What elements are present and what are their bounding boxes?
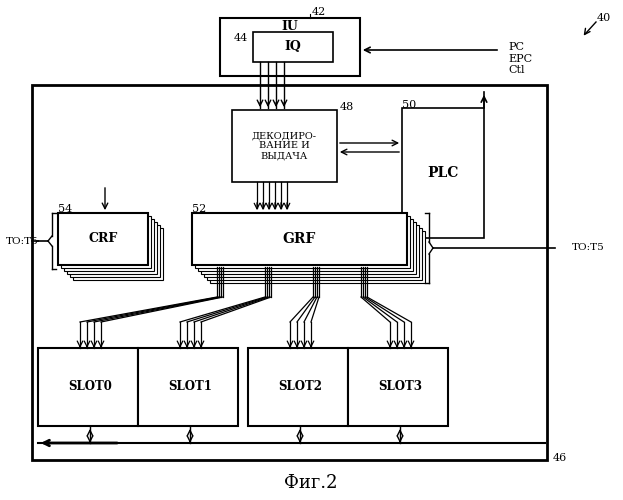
FancyBboxPatch shape xyxy=(220,18,360,76)
FancyBboxPatch shape xyxy=(204,225,419,277)
FancyBboxPatch shape xyxy=(64,219,154,271)
Text: 50: 50 xyxy=(402,100,416,110)
Text: 44: 44 xyxy=(234,33,248,43)
Text: PLC: PLC xyxy=(427,166,459,180)
Text: SLOT2: SLOT2 xyxy=(278,380,322,394)
Text: SLOT1: SLOT1 xyxy=(168,380,212,394)
FancyBboxPatch shape xyxy=(61,216,151,268)
Text: 46: 46 xyxy=(553,453,568,463)
FancyBboxPatch shape xyxy=(248,348,348,426)
Text: 48: 48 xyxy=(340,102,354,112)
FancyBboxPatch shape xyxy=(58,213,148,265)
Text: IU: IU xyxy=(282,20,298,32)
Text: SLOT3: SLOT3 xyxy=(378,380,422,394)
Text: 54: 54 xyxy=(58,204,72,214)
FancyBboxPatch shape xyxy=(402,108,484,238)
FancyBboxPatch shape xyxy=(32,85,547,460)
Text: 42: 42 xyxy=(312,7,326,17)
Text: SLOT0: SLOT0 xyxy=(68,380,112,394)
Text: IQ: IQ xyxy=(285,40,302,54)
FancyBboxPatch shape xyxy=(232,110,337,182)
FancyBboxPatch shape xyxy=(195,216,410,268)
Text: CRF: CRF xyxy=(88,232,118,245)
FancyBboxPatch shape xyxy=(138,348,238,426)
FancyBboxPatch shape xyxy=(67,222,157,274)
FancyBboxPatch shape xyxy=(70,225,160,277)
Text: GRF: GRF xyxy=(282,232,316,246)
Text: PC
EPC
Ctl: PC EPC Ctl xyxy=(508,42,532,75)
Text: Фиг.2: Фиг.2 xyxy=(284,474,338,492)
Text: TO:T5: TO:T5 xyxy=(572,244,605,252)
FancyBboxPatch shape xyxy=(198,219,413,271)
FancyBboxPatch shape xyxy=(192,213,407,265)
Text: 52: 52 xyxy=(192,204,206,214)
Text: ДЕКОДИРО-
ВАНИЕ И
ВЫДАЧА: ДЕКОДИРО- ВАНИЕ И ВЫДАЧА xyxy=(252,131,316,161)
Text: TO:T5: TO:T5 xyxy=(6,236,39,246)
FancyBboxPatch shape xyxy=(253,32,333,62)
FancyBboxPatch shape xyxy=(73,228,163,280)
FancyBboxPatch shape xyxy=(348,348,448,426)
FancyBboxPatch shape xyxy=(207,228,422,280)
FancyBboxPatch shape xyxy=(210,231,425,283)
FancyBboxPatch shape xyxy=(38,348,138,426)
FancyBboxPatch shape xyxy=(201,222,416,274)
Text: 40: 40 xyxy=(597,13,611,23)
